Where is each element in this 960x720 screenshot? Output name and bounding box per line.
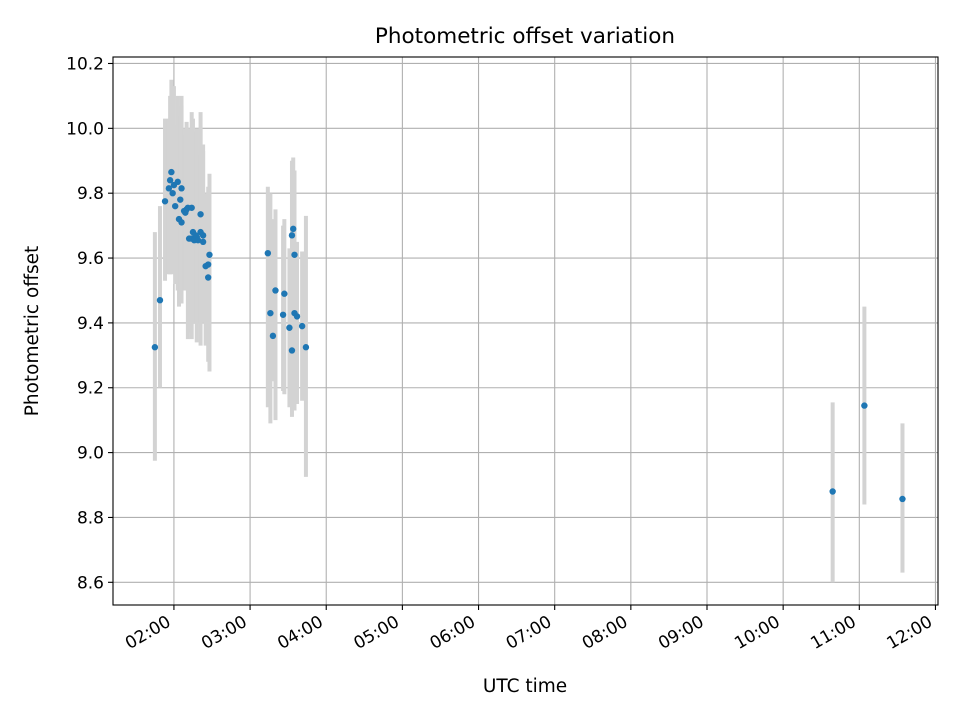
data-point: [288, 232, 296, 239]
data-point: [286, 324, 293, 331]
data-point: [861, 402, 868, 409]
y-tick-label: 9.0: [77, 444, 104, 464]
data-point: [281, 290, 288, 297]
x-axis-label: UTC time: [483, 676, 567, 697]
x-tick-label: 10:00: [731, 612, 783, 654]
data-point: [290, 225, 297, 233]
data-point: [165, 185, 173, 192]
data-point: [156, 296, 164, 304]
data-point: [169, 189, 176, 197]
x-tick-label: 04:00: [274, 612, 326, 654]
y-tick-label: 10.0: [66, 119, 104, 139]
grid-lines: [113, 57, 938, 605]
data-point: [298, 322, 306, 330]
x-tick-label: 05:00: [350, 612, 402, 654]
error-bars: [152, 79, 905, 583]
y-tick-label: 10.2: [66, 54, 104, 74]
data-point: [288, 347, 296, 354]
data-point: [204, 261, 212, 268]
data-point: [199, 238, 207, 246]
data-point: [279, 311, 287, 318]
x-tick-label: 12:00: [884, 612, 936, 654]
data-point: [204, 274, 212, 281]
data-point: [178, 219, 185, 226]
data-point: [291, 251, 298, 258]
y-tick-label: 8.8: [77, 508, 104, 528]
data-point: [171, 202, 179, 210]
y-axis-label: Photometric offset: [22, 246, 43, 417]
data-point: [293, 313, 301, 320]
data-point: [174, 178, 181, 186]
data-points: [151, 168, 906, 503]
data-point: [178, 185, 185, 192]
x-tick-label: 07:00: [503, 612, 555, 654]
y-tick-label: 8.6: [77, 573, 104, 593]
data-point: [194, 237, 202, 244]
x-tick-label: 06:00: [427, 612, 479, 654]
x-tick-label: 08:00: [579, 612, 631, 654]
data-point: [829, 488, 836, 495]
data-point: [899, 495, 906, 503]
data-point: [168, 168, 175, 176]
y-tick-label: 9.2: [77, 379, 104, 399]
x-tick-label: 11:00: [807, 612, 859, 654]
chart-title: Photometric offset variation: [375, 24, 675, 49]
y-tick-label: 9.4: [77, 314, 104, 334]
x-tick-label: 03:00: [198, 612, 250, 654]
data-point: [264, 249, 272, 257]
data-point: [161, 198, 169, 205]
data-point: [199, 232, 207, 239]
data-point: [267, 309, 274, 317]
y-tick-label: 9.8: [77, 184, 104, 204]
data-point: [166, 177, 174, 184]
data-point: [269, 332, 277, 340]
x-tick-label: 02:00: [122, 612, 174, 654]
data-point: [177, 196, 184, 203]
data-point: [206, 251, 213, 258]
data-point: [272, 287, 279, 294]
data-point: [188, 204, 195, 211]
data-point: [302, 344, 310, 351]
plot-frame: [112, 56, 939, 606]
data-point: [151, 344, 159, 351]
data-point: [197, 211, 204, 218]
x-tick-label: 09:00: [655, 612, 707, 654]
y-tick-label: 9.6: [77, 249, 104, 269]
